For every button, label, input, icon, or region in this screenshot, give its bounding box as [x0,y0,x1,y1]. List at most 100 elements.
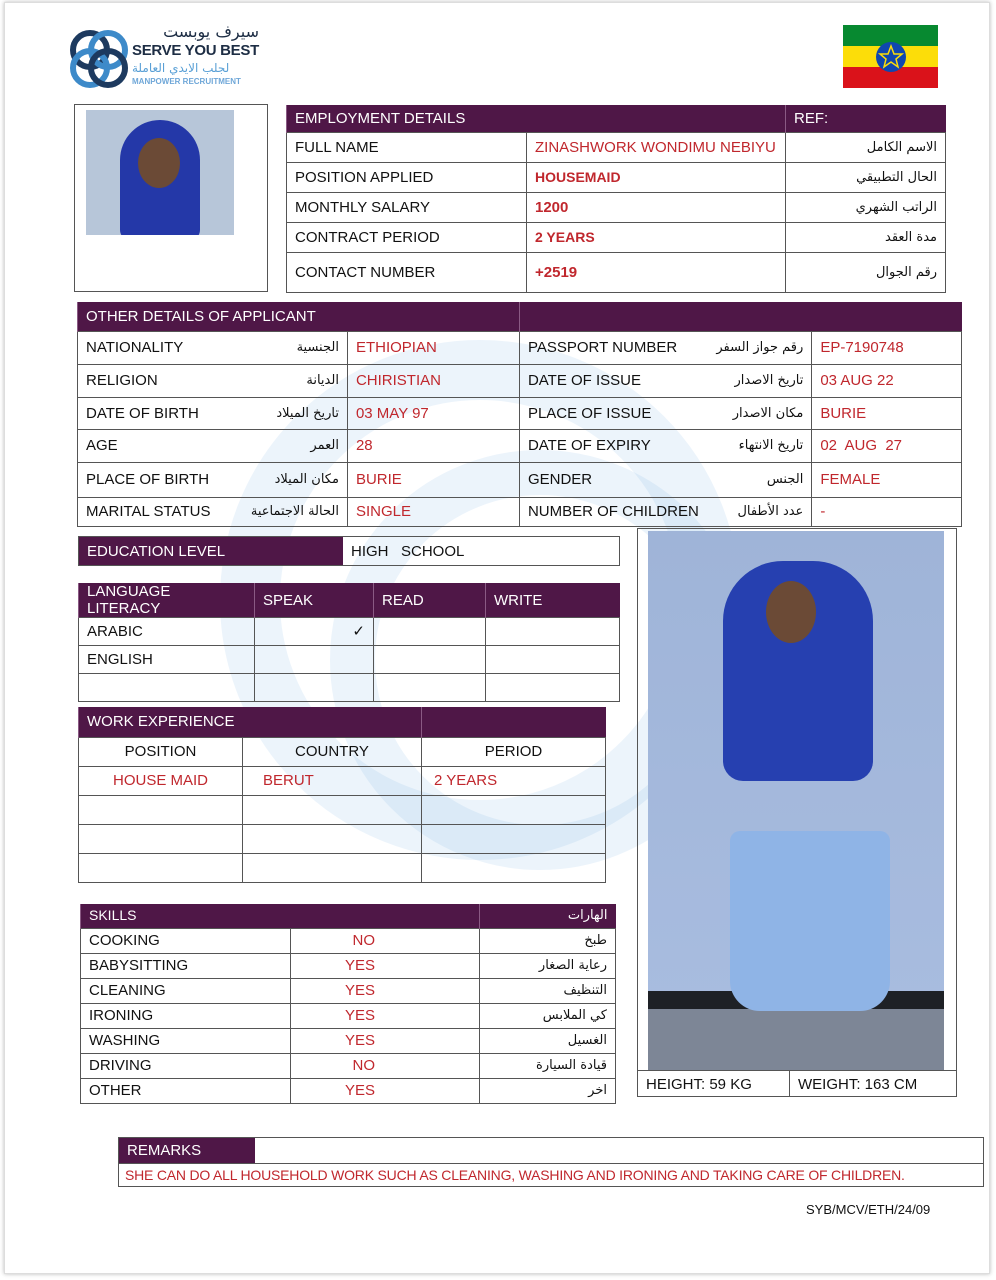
skill-row: CLEANING YES التنظيف [80,977,616,1004]
detail-arabic-label: رقم جواز السفر [706,330,813,365]
logo-arabic: سيرف يوبست [163,22,259,41]
education-value: HIGH SCHOOL [351,543,465,560]
work-position [78,823,243,854]
full-body-photo [648,531,944,1071]
contract-arabic: مدة العقد [785,221,946,253]
detail-value: 03 AUG 22 [811,363,962,398]
other-details-table: OTHER DETAILS OF APPLICANT NATIONALITY ال… [77,302,962,527]
detail-arabic-label: الجنس [706,461,813,498]
work-period-header: PERIOD [421,736,606,767]
skill-row: IRONING YES كي الملابس [80,1002,616,1029]
skill-arabic: طبخ [479,927,616,954]
position-label: POSITION APPLIED [286,161,527,193]
skill-value: YES [290,1027,480,1054]
height-value: HEIGHT: 59 KG [638,1071,790,1097]
write-check [485,673,620,702]
passport-photo [86,110,234,235]
detail-row: AGE العمر 28 DATE OF EXPIRY تاريخ الانتهاء 02… [77,428,962,463]
detail-label: PLACE OF BIRTH [77,461,219,498]
education-level: EDUCATION LEVEL HIGH SCHOOL [78,536,620,566]
weight-value: WEIGHT: 163 CM [798,1076,918,1093]
reference-code: SYB/MCV/ETH/24/09 [806,1202,931,1217]
work-position [78,794,243,825]
contact-arabic: رقم الجوال [785,251,946,293]
read-header: READ [373,583,486,618]
read-check [373,617,486,646]
detail-value: FEMALE [811,461,962,498]
education-label: EDUCATION LEVEL [79,537,343,565]
detail-row: MARITAL STATUS الحالة الاجتماعية SINGLE NUM… [77,496,962,527]
skill-name: BABYSITTING [80,952,291,979]
contract-label: CONTRACT PERIOD [286,221,527,253]
detail-label: NUMBER OF CHILDREN [518,496,707,527]
work-period [421,794,606,825]
contact-value: +2519 [526,251,786,293]
full-name-arabic: الاسم الكامل [785,131,946,163]
detail-arabic-label: الحالة الاجتماعية [218,496,348,527]
write-check [485,645,620,674]
ethiopia-flag [843,25,938,88]
detail-label: AGE [77,428,219,463]
read-check [373,645,486,674]
detail-value: 03 MAY 97 [346,396,520,430]
detail-label: NATIONALITY [77,330,219,365]
detail-label: MARITAL STATUS [77,496,219,527]
language-row: ENGLISH [78,645,620,674]
detail-label: PASSPORT NUMBER [518,330,707,365]
detail-arabic-label: مكان الميلاد [218,461,348,498]
full-name-label: FULL NAME [286,131,527,163]
detail-label: DATE OF EXPIRY [518,428,707,463]
detail-arabic-label: تاريخ الانتهاء [706,428,813,463]
skill-name: IRONING [80,1002,291,1029]
detail-label: GENDER [518,461,707,498]
skill-name: OTHER [80,1077,291,1104]
skill-row: COOKING NO طبخ [80,927,616,954]
full-body-photo-frame: HEIGHT: 59 KG WEIGHT: 163 CM [637,528,957,1097]
other-details-title: OTHER DETAILS OF APPLICANT [77,302,520,331]
work-position [78,852,243,883]
work-row [78,823,606,854]
skill-row: WASHING YES الغسيل [80,1027,616,1054]
detail-arabic-label: الديانة [218,363,348,398]
work-row [78,852,606,883]
remarks-box: REMARKS SHE CAN DO ALL HOUSEHOLD WORK SU… [118,1137,984,1187]
detail-label: DATE OF BIRTH [77,396,219,430]
detail-value: BURIE [811,396,962,430]
detail-arabic-label: عدد الأطفال [706,496,813,527]
skill-value: YES [290,952,480,979]
star-emblem-icon [876,42,906,72]
detail-row: DATE OF BIRTH تاريخ الميلاد 03 MAY 97 PLACE… [77,396,962,430]
work-position-header: POSITION [78,736,243,767]
employment-details-table: EMPLOYMENT DETAILS REF: FULL NAME ZINASHWO… [286,105,946,293]
detail-arabic-label: تاريخ الاصدار [706,363,813,398]
skill-row: DRIVING NO قيادة السيارة [80,1052,616,1079]
work-country [242,823,422,854]
work-country-header: COUNTRY [242,736,422,767]
detail-value: 02 AUG 27 [811,428,962,463]
logo-sub: MANPOWER RECRUITMENT [132,77,241,86]
detail-row: RELIGION الديانة CHIRISTIAN DATE OF ISSUE تا… [77,363,962,398]
work-experience-table: WORK EXPERIENCE POSITION COUNTRY PERIOD HO… [78,707,606,883]
passport-photo-frame [74,104,268,292]
contact-label: CONTACT NUMBER [286,251,527,293]
skill-arabic: رعاية الصغار [479,952,616,979]
work-period: 2 YEARS [421,765,606,796]
language-name: ENGLISH [78,645,255,674]
logo-knot-icon [70,30,128,88]
detail-value: SINGLE [346,496,520,527]
speak-check [254,645,374,674]
employment-title: EMPLOYMENT DETAILS [286,105,786,132]
skill-value: NO [290,1052,480,1079]
detail-arabic-label: تاريخ الميلاد [218,396,348,430]
detail-label: RELIGION [77,363,219,398]
detail-value: 28 [346,428,520,463]
position-arabic: الحال التطبيقي [785,161,946,193]
write-header: WRITE [485,583,620,618]
skill-name: WASHING [80,1027,291,1054]
speak-check: ✓ [254,617,374,646]
skills-arabic-title: الهارات [479,904,616,928]
work-title: WORK EXPERIENCE [78,707,422,737]
skill-value: NO [290,927,480,954]
skills-table: SKILLS الهارات COOKING NO طبخ BABYSITTING YES… [80,904,616,1104]
detail-arabic-label: العمر [218,428,348,463]
